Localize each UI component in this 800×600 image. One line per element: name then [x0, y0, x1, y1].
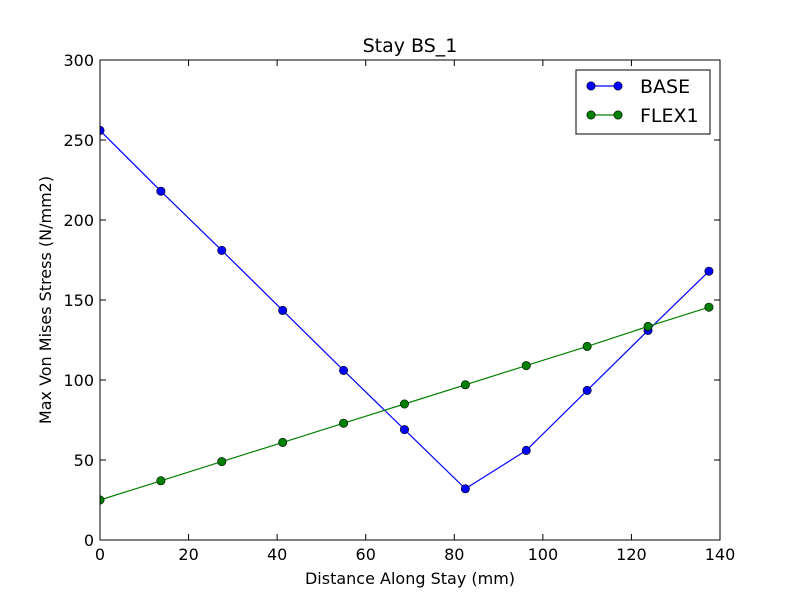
x-tick-label: 40 [267, 545, 287, 564]
data-point [339, 365, 349, 375]
data-point [521, 445, 531, 455]
y-tick-label: 150 [63, 291, 94, 310]
y-tick-label: 100 [63, 371, 94, 390]
y-tick-label: 50 [74, 451, 94, 470]
y-tick-label: 250 [63, 131, 94, 150]
y-axis-label: Max Von Mises Stress (N/mm2) [36, 176, 55, 424]
data-point [521, 361, 531, 371]
data-point [399, 425, 409, 435]
legend-marker [586, 81, 596, 91]
legend-marker [586, 110, 596, 120]
legend-item-flex1: FLEX1 [586, 105, 699, 127]
data-point [156, 476, 166, 486]
legend-label: FLEX1 [640, 105, 699, 127]
y-tick-label: 300 [63, 51, 94, 70]
legend-box [575, 69, 711, 135]
legend: BASE FLEX1 [575, 69, 711, 135]
axis-ticks: 0 20 40 60 80 100 120 140 0 50 100 150 200 250 300 [63, 51, 735, 564]
data-point [339, 418, 349, 428]
x-tick-label: 20 [178, 545, 198, 564]
series-line [99, 129, 710, 490]
chart-title: Stay BS_1 [363, 35, 458, 57]
x-tick-label: 0 [95, 545, 105, 564]
data-point [278, 305, 288, 315]
data-point [704, 266, 714, 276]
series-base [99, 125, 714, 494]
legend-marker [613, 110, 623, 120]
x-tick-label: 60 [356, 545, 376, 564]
data-point [582, 385, 592, 395]
data-point [460, 380, 470, 390]
series-layer [99, 125, 714, 505]
data-point [582, 341, 592, 351]
y-tick-label: 200 [63, 211, 94, 230]
data-point [704, 302, 714, 312]
x-tick-label: 120 [616, 545, 647, 564]
x-axis-label: Distance Along Stay (mm) [305, 569, 515, 588]
data-point [156, 186, 166, 196]
x-tick-label: 140 [705, 545, 736, 564]
series-flex1 [99, 302, 714, 505]
x-tick-label: 100 [528, 545, 559, 564]
legend-item-base: BASE [586, 76, 690, 98]
data-point [643, 321, 653, 331]
data-point [278, 437, 288, 447]
y-tick-label: 0 [84, 531, 94, 550]
legend-label: BASE [640, 76, 690, 98]
x-tick-label: 80 [444, 545, 464, 564]
legend-marker [613, 81, 623, 91]
data-point [217, 245, 227, 255]
data-point [460, 484, 470, 494]
data-point [399, 399, 409, 409]
data-point [217, 457, 227, 467]
